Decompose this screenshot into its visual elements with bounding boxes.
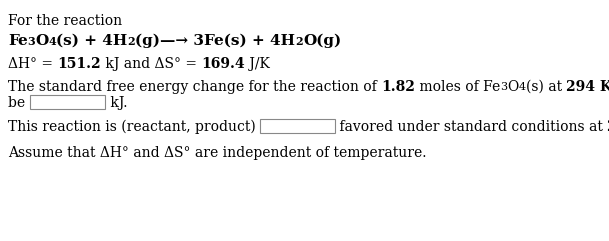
Text: be: be [8, 96, 29, 110]
Text: (g)—→ 3Fe(s) + 4H: (g)—→ 3Fe(s) + 4H [135, 34, 295, 48]
Text: The standard free energy change for the reaction of: The standard free energy change for the … [8, 80, 381, 94]
Text: 3: 3 [28, 36, 35, 47]
Text: 1.82: 1.82 [381, 80, 415, 94]
Text: ΔH° =: ΔH° = [8, 57, 57, 71]
Text: 2: 2 [128, 36, 135, 47]
Text: 2: 2 [295, 36, 303, 47]
Text: kJ.: kJ. [107, 96, 128, 110]
Text: favored under standard conditions at: favored under standard conditions at [335, 120, 607, 134]
Text: (s) at: (s) at [526, 80, 566, 94]
Text: Fe: Fe [8, 34, 28, 48]
Bar [260, 119, 335, 133]
Text: O: O [35, 34, 49, 48]
Text: moles of Fe: moles of Fe [415, 80, 500, 94]
Text: J/K: J/K [245, 57, 270, 71]
Text: kJ and ΔS° =: kJ and ΔS° = [101, 57, 202, 71]
Bar [29, 95, 105, 109]
Text: This reaction is (reactant, product): This reaction is (reactant, product) [8, 120, 260, 134]
Text: 151.2: 151.2 [57, 57, 101, 71]
Text: 4: 4 [519, 82, 526, 92]
Text: Assume that ΔH° and ΔS° are independent of temperature.: Assume that ΔH° and ΔS° are independent … [8, 146, 426, 160]
Text: (s) + 4H: (s) + 4H [57, 34, 128, 48]
Text: 294 K: 294 K [566, 80, 609, 94]
Text: 3: 3 [500, 82, 507, 92]
Text: 169.4: 169.4 [202, 57, 245, 71]
Text: O(g): O(g) [303, 34, 341, 48]
Text: 4: 4 [49, 36, 57, 47]
Text: For the reaction: For the reaction [8, 14, 122, 28]
Text: O: O [507, 80, 519, 94]
Text: 294 K: 294 K [607, 120, 609, 134]
